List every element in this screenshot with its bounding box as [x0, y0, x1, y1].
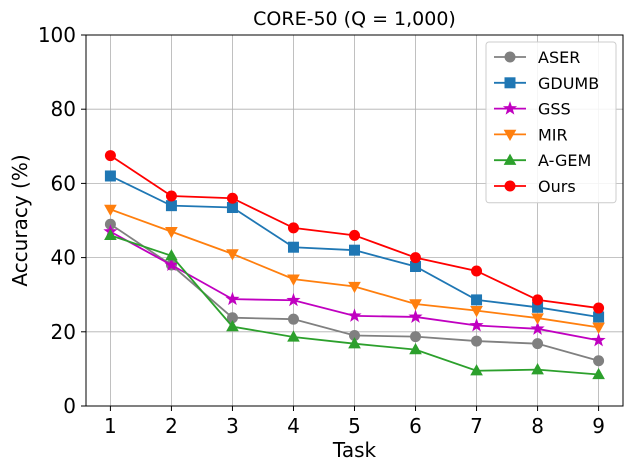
data-point-a-gem [409, 343, 422, 355]
data-point-aser [287, 313, 299, 325]
data-point-aser [349, 330, 360, 342]
data-point-a-gem [348, 337, 361, 349]
legend-item-aser: ASER [494, 48, 580, 67]
data-point-ours [287, 222, 299, 234]
legend: ASER GDUMB GSS MIR A-GEM Ours [485, 41, 617, 204]
y-tick-label: 100 [38, 23, 76, 47]
data-point-mir [104, 204, 117, 216]
series-mir [104, 204, 605, 334]
x-tick-label: 7 [470, 414, 483, 438]
x-tick-label: 5 [348, 414, 361, 438]
series-gdumb [104, 170, 605, 323]
legend-item-a-gem: A-GEM [494, 151, 591, 170]
legend-label-aser: ASER [538, 48, 580, 67]
data-point-gss [530, 321, 545, 335]
x-tick-label: 2 [165, 414, 178, 438]
ticks: 1 2 3 4 5 6 7 8 9 0 20 40 60 80 100 [38, 23, 605, 438]
y-axis-label: Accuracy (%) [8, 154, 32, 286]
data-point-gdumb [226, 202, 238, 214]
data-point-gss [164, 257, 179, 272]
legend-marker-mir [503, 129, 517, 141]
data-point-gdumb [593, 311, 605, 323]
data-point-a-gem [226, 320, 239, 332]
data-point-gdumb [104, 170, 116, 182]
data-point-aser [532, 338, 544, 350]
data-point-a-gem [470, 364, 483, 376]
data-point-aser [104, 218, 116, 230]
data-point-a-gem [104, 228, 117, 241]
data-point-aser [410, 331, 422, 343]
legend-item-gss: GSS [494, 100, 571, 119]
data-point-gss [286, 292, 301, 307]
data-point-ours [165, 190, 177, 202]
legend-label-a-gem: A-GEM [538, 151, 591, 170]
y-tick-label: 0 [63, 394, 76, 418]
data-point-ours [104, 150, 116, 162]
chart-title: CORE-50 (Q = 1,000) [253, 8, 456, 30]
series-layer [103, 150, 606, 380]
legend-marker-gdumb [504, 77, 516, 89]
y-tick-label: 60 [51, 171, 76, 195]
data-point-aser [226, 312, 238, 324]
data-point-a-gem [287, 330, 300, 342]
x-tick-label: 8 [531, 414, 544, 438]
x-tick-label: 4 [287, 414, 300, 438]
legend-item-mir: MIR [494, 125, 568, 144]
legend-label-gss: GSS [538, 100, 571, 119]
data-point-ours [532, 294, 544, 306]
x-tick-label: 1 [104, 414, 117, 438]
data-point-gss [225, 291, 240, 306]
data-point-gdumb [287, 241, 299, 253]
data-point-gss [408, 309, 423, 323]
legend-marker-ours [504, 180, 516, 192]
data-point-gss [591, 332, 606, 347]
legend-marker-gss [502, 101, 518, 115]
data-point-mir [226, 249, 239, 261]
data-point-aser [471, 335, 483, 347]
legend-label-ours: Ours [538, 177, 576, 196]
data-point-ours [593, 302, 605, 314]
y-tick-label: 40 [51, 246, 76, 270]
series-gss [103, 224, 606, 347]
data-point-a-gem [531, 363, 544, 375]
data-point-ours [410, 252, 422, 264]
data-point-mir [409, 299, 422, 311]
data-point-gdumb [349, 244, 360, 256]
data-point-mir [592, 322, 605, 334]
x-axis-label: Task [332, 438, 377, 462]
legend-item-ours: Ours [494, 177, 576, 196]
data-point-a-gem [592, 367, 605, 380]
legend-label-gdumb: GDUMB [538, 74, 599, 93]
data-point-ours [226, 192, 238, 204]
data-point-gss [347, 308, 362, 322]
series-aser [104, 218, 605, 367]
y-tick-label: 80 [51, 97, 76, 121]
legend-marker-a-gem [503, 153, 517, 165]
y-tick-label: 20 [51, 320, 76, 344]
data-point-mir [531, 313, 544, 325]
x-tick-label: 6 [409, 414, 422, 438]
data-point-ours [349, 229, 360, 241]
data-point-gdumb [165, 200, 177, 212]
data-point-gdumb [471, 294, 483, 306]
data-point-gss [469, 318, 484, 332]
x-tick-label: 9 [592, 414, 605, 438]
x-tick-label: 3 [226, 414, 239, 438]
series-a-gem [104, 228, 605, 380]
series-ours [104, 150, 605, 314]
data-point-ours [471, 265, 483, 277]
legend-item-gdumb: GDUMB [494, 74, 599, 93]
data-point-gdumb [532, 301, 544, 313]
data-point-mir [348, 281, 361, 294]
data-point-a-gem [165, 249, 178, 261]
legend-label-mir: MIR [538, 125, 568, 144]
data-point-aser [593, 355, 605, 367]
data-point-mir [287, 274, 300, 286]
data-point-mir [165, 226, 178, 239]
data-point-mir [470, 305, 483, 318]
legend-marker-aser [504, 51, 516, 63]
data-point-gdumb [410, 261, 422, 273]
